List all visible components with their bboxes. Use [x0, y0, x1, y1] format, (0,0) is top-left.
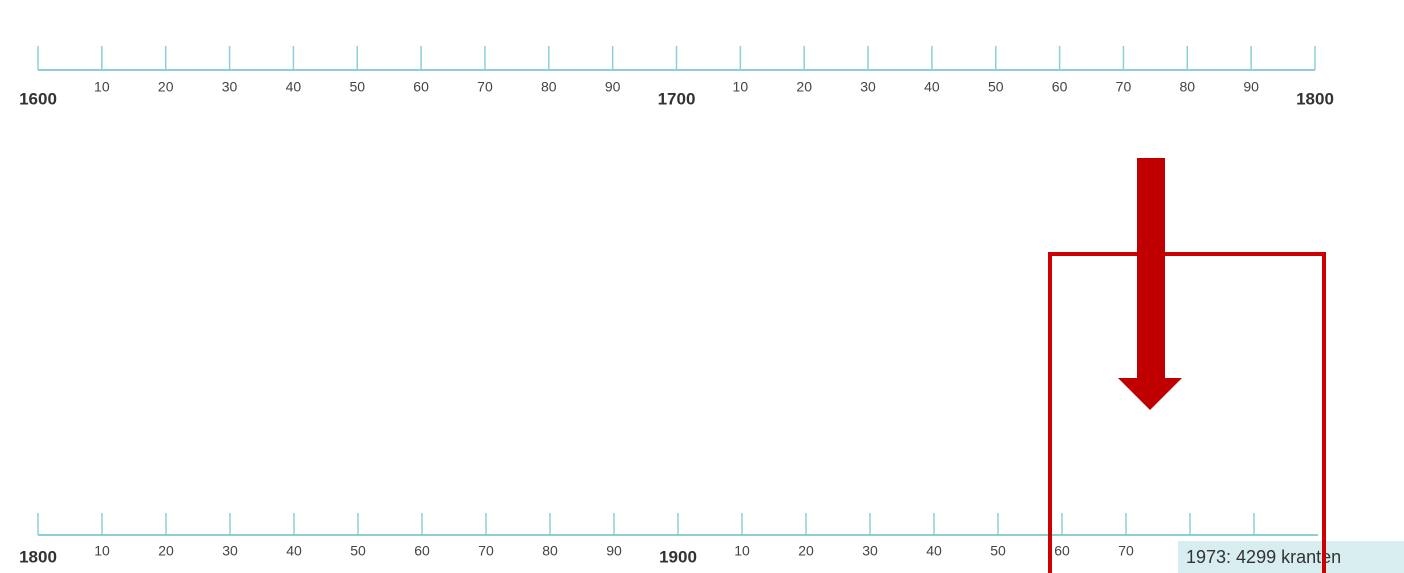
highlight-box	[1048, 252, 1326, 573]
x-tick-label: 80	[541, 79, 557, 95]
x-tick-label: 40	[286, 543, 302, 559]
x-tick-label: 60	[1052, 79, 1068, 95]
x-tick-label: 50	[988, 79, 1004, 95]
tooltip: 1973: 4299 kranten	[1186, 547, 1341, 567]
x-tick-label: 40	[926, 543, 942, 559]
x-tick-label: 1600	[19, 89, 57, 108]
x-tick-label: 60	[414, 543, 430, 559]
x-tick-label: 70	[1116, 79, 1132, 95]
arrow-head	[1118, 378, 1182, 410]
x-tick-label: 10	[733, 79, 749, 95]
x-tick-label: 10	[94, 79, 110, 95]
tooltip-box	[1178, 541, 1404, 573]
x-tick-label: 1700	[658, 89, 696, 108]
x-tick-label: 20	[798, 543, 814, 559]
x-tick-label: 30	[222, 79, 238, 95]
x-tick-label: 10	[734, 543, 750, 559]
x-tick-label: 20	[158, 79, 174, 95]
x-tick-label: 40	[924, 79, 940, 95]
x-tick-label: 30	[862, 543, 878, 559]
x-tick-label: 50	[990, 543, 1006, 559]
arrow-shaft	[1137, 158, 1165, 380]
x-tick-label: 30	[222, 543, 238, 559]
x-tick-label: 50	[350, 543, 366, 559]
x-tick-label: 40	[286, 79, 302, 95]
x-tick-label: 80	[542, 543, 558, 559]
x-tick-label: 1800	[1296, 89, 1334, 108]
x-tick-label: 1900	[659, 547, 697, 566]
x-tick-label: 70	[477, 79, 493, 95]
x-tick-label: 90	[606, 543, 622, 559]
x-tick-label: 90	[1243, 79, 1259, 95]
x-tick-label: 60	[1054, 543, 1070, 559]
charts: 1600 10 20 30 40 50 60 70 80 90 1700 10 20 30 40 50 60 70…	[19, 46, 1334, 566]
x-tick-label: 60	[413, 79, 429, 95]
x-tick-label: 80	[1180, 79, 1196, 95]
x-tick-label: 20	[796, 79, 812, 95]
x-tick-label: 20	[158, 543, 174, 559]
x-tick-label: 90	[605, 79, 621, 95]
x-tick-label: 70	[1118, 543, 1134, 559]
x-tick-label: 50	[349, 79, 365, 95]
x-tick-label: 1800	[19, 547, 57, 566]
x-tick-label: 70	[478, 543, 494, 559]
x-tick-label: 30	[860, 79, 876, 95]
x-tick-label: 10	[94, 543, 110, 559]
